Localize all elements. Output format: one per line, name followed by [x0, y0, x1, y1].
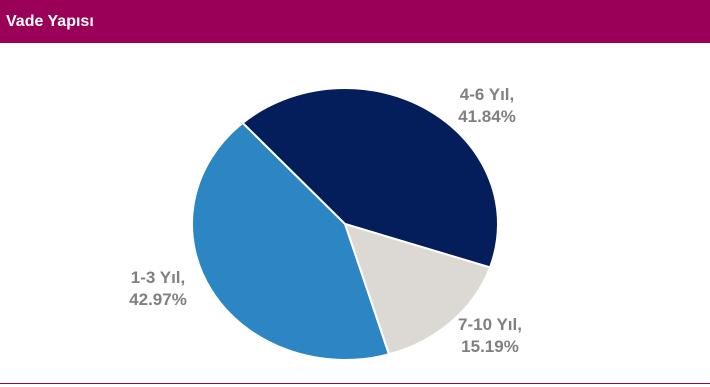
slice-label-value: 41.84%: [458, 107, 516, 126]
slice-label-value: 15.19%: [461, 337, 519, 356]
slice-label-name: 1-3 Yıl,: [131, 268, 186, 287]
slice-label-1-3-yıl: 1-3 Yıl, 42.97%: [129, 268, 187, 309]
slice-label-7-10-yıl: 7-10 Yıl, 15.19%: [458, 315, 522, 356]
bottom-divider: [0, 383, 710, 384]
chart-title: Vade Yapısı: [0, 0, 710, 43]
pie-slice-1-3-yıl: [191, 121, 391, 361]
slice-label-4-6-yıl: 4-6 Yıl, 41.84%: [458, 85, 516, 126]
slice-label-name: 4-6 Yıl,: [460, 85, 515, 104]
pie-slices: [191, 86, 500, 361]
pie-chart-area: 4-6 Yıl, 41.84% 7-10 Yıl, 15.19% 1-3 Yıl, 42.…: [0, 43, 710, 378]
slice-label-value: 42.97%: [129, 290, 187, 309]
pie-slice-4-6-yıl: [241, 86, 500, 269]
pie-chart: 4-6 Yıl, 41.84% 7-10 Yıl, 15.19% 1-3 Yıl, 42.…: [129, 85, 522, 361]
pie-slice-7-10-yıl: [343, 222, 492, 356]
slice-label-name: 7-10 Yıl,: [458, 315, 522, 334]
pie-labels: 4-6 Yıl, 41.84% 7-10 Yıl, 15.19% 1-3 Yıl, 42.…: [129, 85, 522, 356]
